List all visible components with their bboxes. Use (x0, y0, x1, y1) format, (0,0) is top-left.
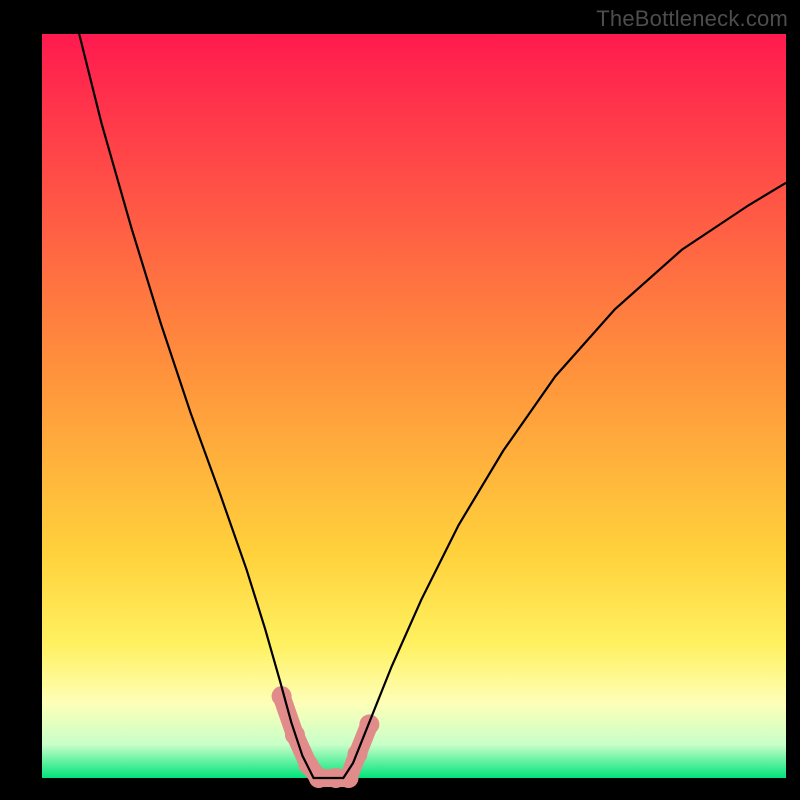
bottleneck-curve-path (79, 34, 786, 778)
chart-container: TheBottleneck.com (0, 0, 800, 800)
plot-area (42, 34, 786, 778)
bottleneck-curve-svg (42, 34, 786, 778)
watermark-text: TheBottleneck.com (596, 6, 788, 32)
